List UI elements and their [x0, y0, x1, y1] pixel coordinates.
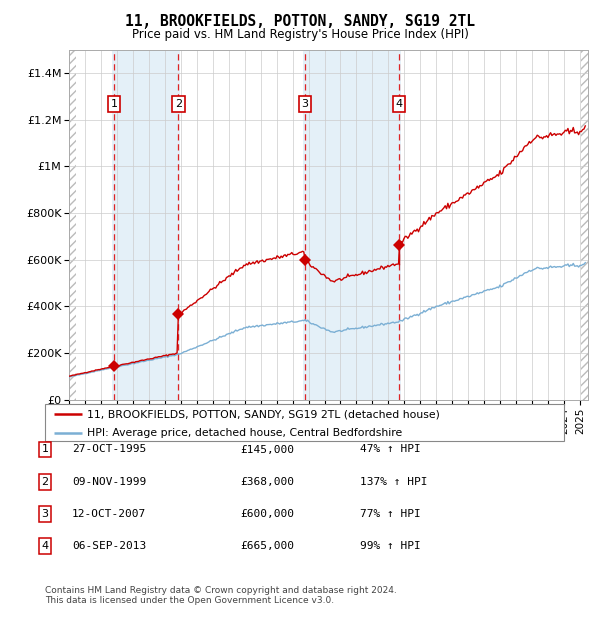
Text: 11, BROOKFIELDS, POTTON, SANDY, SG19 2TL (detached house): 11, BROOKFIELDS, POTTON, SANDY, SG19 2TL… [86, 409, 439, 419]
Text: 2: 2 [41, 477, 49, 487]
FancyBboxPatch shape [45, 404, 564, 441]
Bar [581, 50, 588, 400]
Text: Price paid vs. HM Land Registry's House Price Index (HPI): Price paid vs. HM Land Registry's House … [131, 28, 469, 41]
Text: Contains HM Land Registry data © Crown copyright and database right 2024.
This d: Contains HM Land Registry data © Crown c… [45, 586, 397, 605]
Text: 1: 1 [110, 99, 118, 109]
Text: 4: 4 [41, 541, 49, 551]
Text: £145,000: £145,000 [240, 445, 294, 454]
Text: 137% ↑ HPI: 137% ↑ HPI [360, 477, 427, 487]
Text: HPI: Average price, detached house, Central Bedfordshire: HPI: Average price, detached house, Cent… [86, 428, 402, 438]
Text: 3: 3 [41, 509, 49, 519]
Text: £368,000: £368,000 [240, 477, 294, 487]
Text: 77% ↑ HPI: 77% ↑ HPI [360, 509, 421, 519]
Bar [69, 50, 76, 400]
Text: 06-SEP-2013: 06-SEP-2013 [72, 541, 146, 551]
Text: 12-OCT-2007: 12-OCT-2007 [72, 509, 146, 519]
Text: £665,000: £665,000 [240, 541, 294, 551]
Text: 09-NOV-1999: 09-NOV-1999 [72, 477, 146, 487]
Text: 4: 4 [395, 99, 403, 109]
Text: 99% ↑ HPI: 99% ↑ HPI [360, 541, 421, 551]
Text: 1: 1 [41, 445, 49, 454]
Text: 11, BROOKFIELDS, POTTON, SANDY, SG19 2TL: 11, BROOKFIELDS, POTTON, SANDY, SG19 2TL [125, 14, 475, 29]
Text: 3: 3 [302, 99, 308, 109]
Bar [303, 50, 401, 400]
Text: 47% ↑ HPI: 47% ↑ HPI [360, 445, 421, 454]
Bar [112, 50, 181, 400]
Text: 27-OCT-1995: 27-OCT-1995 [72, 445, 146, 454]
Text: 2: 2 [175, 99, 182, 109]
Text: £600,000: £600,000 [240, 509, 294, 519]
